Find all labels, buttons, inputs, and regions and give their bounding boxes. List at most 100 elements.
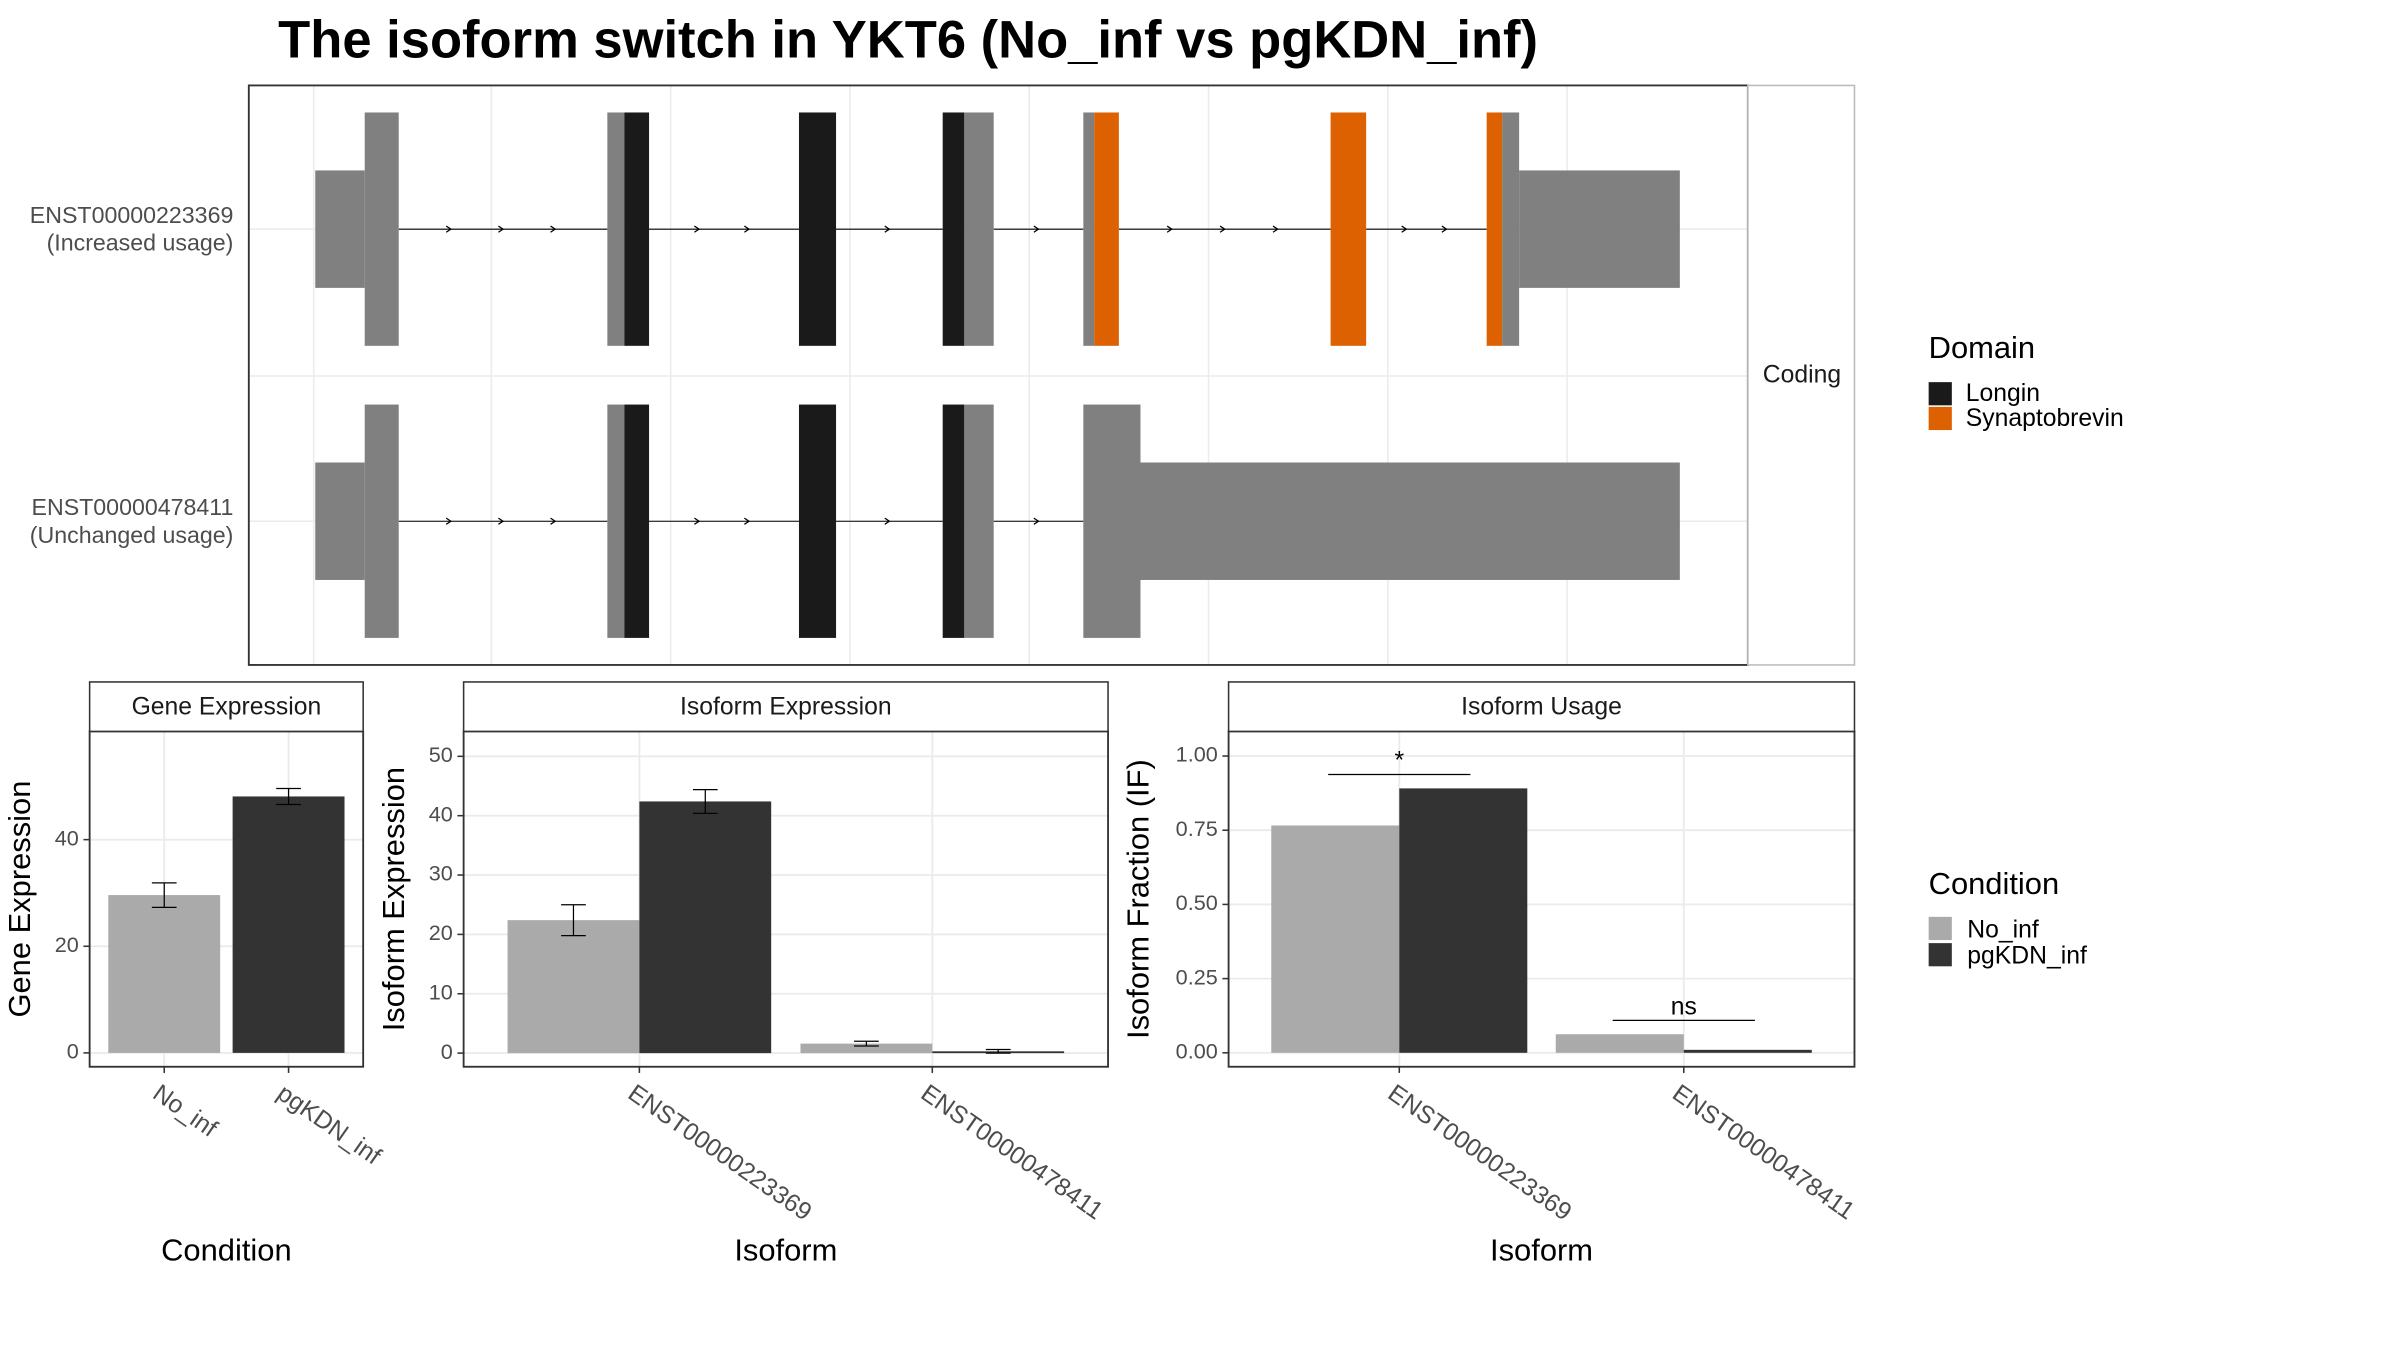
y-tick-label: 1.00 [1176, 742, 1218, 767]
legend-title: Condition [1929, 866, 2060, 901]
intron-arrow [445, 225, 452, 233]
exon [607, 112, 625, 346]
exon [798, 404, 837, 638]
exon [1330, 112, 1367, 346]
figure-title: The isoform switch in YKT6 (No_inf vs pg… [278, 11, 1538, 70]
y-tick-label: 30 [429, 861, 453, 886]
y-tick-label: 0.75 [1176, 816, 1218, 841]
y-axis-title: Gene Expression [2, 781, 37, 1018]
strip [1747, 84, 1856, 666]
intron-arrow [744, 517, 751, 525]
exon [1519, 170, 1680, 288]
intron-arrow [550, 225, 557, 233]
x-tick-label: ENST00000478411 [916, 1080, 1108, 1226]
y-tick-label: 40 [55, 825, 79, 850]
row-id: ENST00000478411 [32, 494, 234, 520]
exon [798, 112, 837, 346]
error-bar [561, 904, 586, 937]
exon [1094, 112, 1119, 346]
strip-label: Gene Expression [132, 694, 322, 721]
strip [88, 681, 364, 733]
y-tick-label: 20 [55, 932, 79, 957]
intron-arrow [1441, 225, 1448, 233]
y-tick-label: 50 [429, 742, 453, 767]
intron-arrow [694, 225, 701, 233]
y-tick-label: 0.50 [1176, 890, 1218, 915]
row-label: (Unchanged usage) [30, 522, 234, 548]
intron-arrow [1166, 225, 1173, 233]
intron-arrow [1272, 225, 1279, 233]
bar [1683, 1049, 1812, 1053]
legend-label: No_inf [1967, 916, 2039, 943]
intron-arrow [445, 517, 452, 525]
bar [1555, 1034, 1684, 1053]
bar [1399, 788, 1528, 1053]
intron-arrow [498, 517, 505, 525]
bar [232, 796, 345, 1053]
y-axis-title: Isoform Expression [376, 767, 411, 1031]
error-bar [985, 1048, 1011, 1054]
intron-arrow [884, 225, 891, 233]
legend-label: pgKDN_inf [1967, 943, 2087, 970]
legend-key [1928, 943, 1952, 967]
strip [1227, 681, 1856, 733]
x-axis-title: Isoform [1490, 1232, 1593, 1267]
exon [1502, 112, 1520, 346]
legend-label: Synaptobrevin [1966, 405, 2124, 432]
y-tick-label: 0 [441, 1039, 453, 1064]
exon [942, 112, 965, 346]
exon [964, 404, 994, 638]
x-tick-label: ENST00000223369 [1383, 1080, 1576, 1227]
intron-arrow [550, 517, 557, 525]
intron-arrow [1401, 225, 1408, 233]
x-tick-label: pgKDN_inf [272, 1080, 386, 1171]
y-axis-title: Isoform Fraction (IF) [1121, 759, 1156, 1039]
y-tick-label: 0.25 [1176, 964, 1218, 989]
exon [1083, 404, 1141, 638]
intron-arrow [1033, 225, 1040, 233]
exon [364, 404, 399, 638]
y-tick-label: 0.00 [1176, 1039, 1218, 1064]
bar [108, 895, 221, 1053]
bar [639, 801, 772, 1054]
bar [800, 1043, 933, 1054]
x-tick-label: ENST00000478411 [1667, 1080, 1859, 1226]
x-tick-label: ENST00000223369 [623, 1080, 816, 1227]
error-bar [151, 882, 177, 908]
error-bar [692, 788, 718, 814]
significance-label: * [1394, 748, 1404, 775]
x-tick-label: No_inf [148, 1080, 222, 1143]
x-axis-title: Isoform [734, 1232, 837, 1267]
exon [942, 404, 965, 638]
legend-key [1928, 406, 1952, 431]
intron-arrow [744, 225, 751, 233]
error-bar [854, 1040, 879, 1047]
exon [964, 112, 994, 346]
intron-arrow [498, 225, 505, 233]
row-label: (Increased usage) [47, 230, 234, 256]
strip-label: Coding [1763, 361, 1841, 388]
strip-label: Isoform Usage [1461, 694, 1622, 721]
exon [624, 112, 650, 346]
error-bar [276, 787, 301, 806]
intron-arrow [1219, 225, 1226, 233]
exon [1140, 462, 1680, 580]
exon [1486, 112, 1503, 346]
y-tick-label: 40 [429, 801, 453, 826]
bar [507, 920, 640, 1054]
intron-arrow [1033, 517, 1040, 525]
exon [315, 170, 365, 288]
legend-label: Longin [1966, 380, 2040, 407]
legend-key [1928, 916, 1952, 941]
x-axis-title: Condition [161, 1232, 292, 1267]
strip [462, 681, 1109, 733]
legend-key [1928, 382, 1952, 406]
legend-title: Domain [1929, 330, 2035, 365]
exon [607, 404, 625, 638]
y-tick-label: 0 [67, 1039, 79, 1064]
bar [1271, 825, 1400, 1053]
significance-label: ns [1671, 994, 1697, 1021]
y-tick-label: 10 [429, 979, 453, 1004]
row-id: ENST00000223369 [30, 202, 234, 228]
